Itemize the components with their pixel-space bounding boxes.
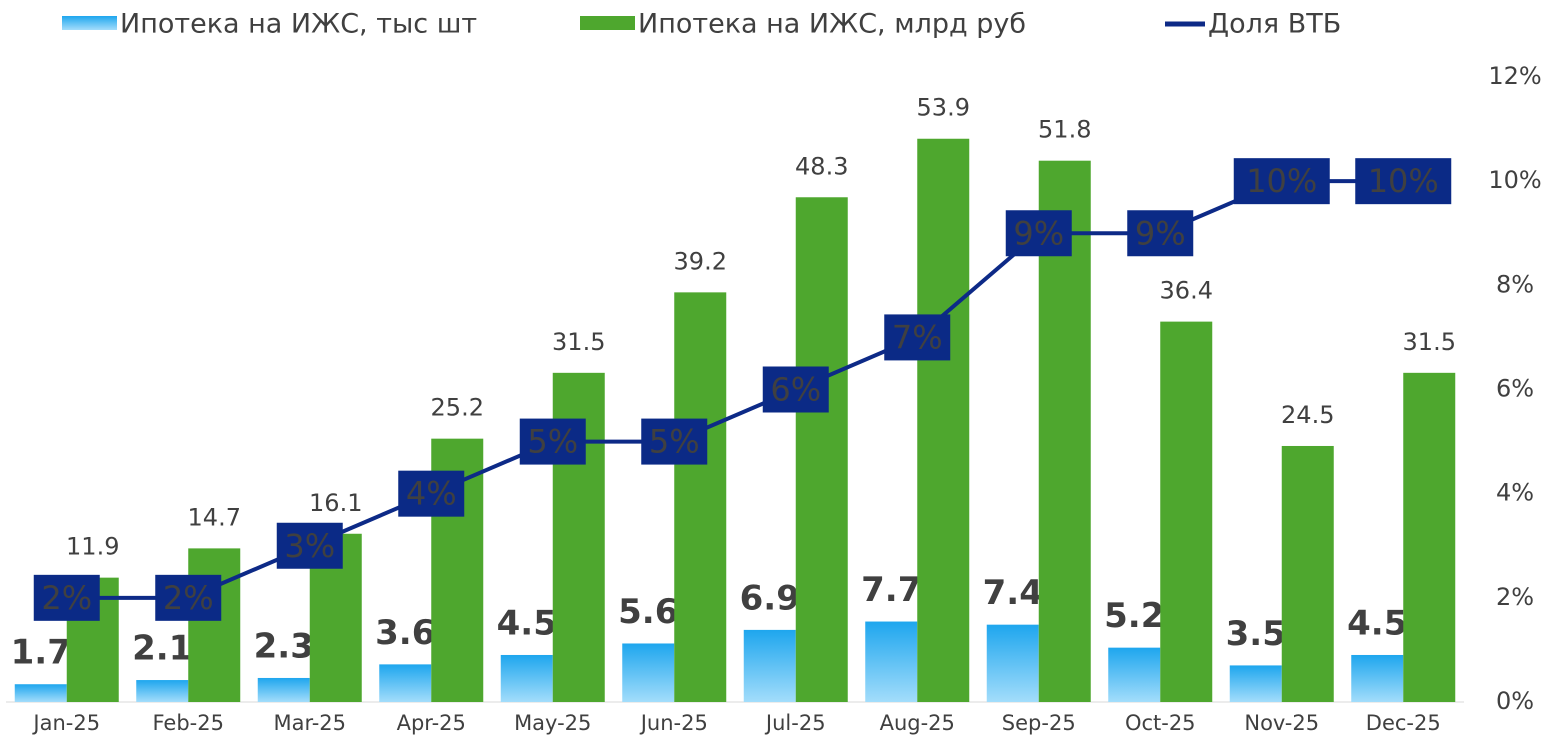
data-label-box xyxy=(276,522,343,569)
legend-label: Ипотека на ИЖС, тыс шт xyxy=(120,9,477,40)
data-label: 7.4 xyxy=(983,573,1043,613)
data-label-box xyxy=(519,418,586,465)
bar xyxy=(795,197,848,702)
data-label-box xyxy=(641,418,708,465)
x-tick-label: May-25 xyxy=(514,711,591,735)
data-label: 2% xyxy=(163,579,214,617)
x-tick-label: Feb-25 xyxy=(153,711,224,735)
data-label: 5% xyxy=(527,423,578,461)
y2-tick-label: 12% xyxy=(1488,62,1541,90)
y2-tick-label: 2% xyxy=(1496,583,1534,611)
data-label: 14.7 xyxy=(188,503,241,531)
x-tick-label: Oct-25 xyxy=(1125,711,1196,735)
data-label: 10% xyxy=(1246,162,1317,200)
data-label: 4.5 xyxy=(497,603,557,643)
bar xyxy=(743,629,796,702)
data-label-box xyxy=(762,366,829,413)
data-label: 31.5 xyxy=(552,328,605,356)
data-label: 11.9 xyxy=(66,533,119,561)
bar xyxy=(986,624,1039,702)
legend-label: Доля ВТБ xyxy=(1208,9,1341,40)
data-label-box xyxy=(1355,158,1452,205)
data-label: 31.5 xyxy=(1403,328,1456,356)
bar xyxy=(500,654,553,702)
y2-tick-label: 6% xyxy=(1496,375,1534,403)
data-label: 7.7 xyxy=(861,570,921,610)
y2-tick-label: 4% xyxy=(1496,479,1534,507)
data-label: 2.1 xyxy=(132,629,192,669)
bar xyxy=(188,548,241,702)
bar xyxy=(865,621,918,702)
data-label: 25.2 xyxy=(431,394,484,422)
bar xyxy=(1403,372,1456,702)
x-tick-label: Dec-25 xyxy=(1366,711,1441,735)
bar xyxy=(136,680,189,702)
bar xyxy=(622,643,675,702)
bar xyxy=(257,677,310,702)
data-label: 9% xyxy=(1135,214,1186,252)
data-label: 10% xyxy=(1368,162,1439,200)
data-label: 4.5 xyxy=(1347,603,1407,643)
x-tick-label: Nov-25 xyxy=(1244,711,1319,735)
data-label-box xyxy=(1005,210,1072,257)
data-label: 48.3 xyxy=(795,152,848,180)
data-label-box xyxy=(155,574,222,621)
x-tick-label: Jul-25 xyxy=(764,711,826,735)
data-label: 3.5 xyxy=(1226,614,1286,654)
x-tick-label: Jun-25 xyxy=(639,711,708,735)
data-label: 5.6 xyxy=(618,592,678,632)
data-label: 1.7 xyxy=(11,633,71,673)
data-label-box xyxy=(1127,210,1194,257)
x-tick-label: Aug-25 xyxy=(880,711,955,735)
data-label-box xyxy=(884,314,951,361)
data-label: 51.8 xyxy=(1038,116,1091,144)
data-label: 24.5 xyxy=(1281,401,1334,429)
data-label: 4% xyxy=(406,475,457,513)
data-label-box xyxy=(1233,158,1330,205)
y2-tick-label: 8% xyxy=(1496,270,1534,298)
x-tick-label: Apr-25 xyxy=(397,711,466,735)
data-label: 5% xyxy=(649,423,700,461)
data-label: 5.2 xyxy=(1104,596,1164,636)
legend-swatch xyxy=(62,16,117,30)
bar xyxy=(1108,647,1161,702)
y2-tick-label: 0% xyxy=(1496,687,1534,715)
data-label: 6% xyxy=(770,371,821,409)
data-label: 53.9 xyxy=(917,94,970,122)
data-label: 3.6 xyxy=(375,613,435,653)
data-label-box xyxy=(398,470,465,517)
data-label-box xyxy=(33,574,100,621)
x-tick-label: Sep-25 xyxy=(1002,711,1076,735)
data-label: 2.3 xyxy=(254,626,314,666)
legend-label: Ипотека на ИЖС, млрд руб xyxy=(638,9,1026,40)
data-label: 36.4 xyxy=(1160,277,1213,305)
bar xyxy=(1351,654,1404,702)
y2-tick-label: 10% xyxy=(1488,166,1541,194)
bar xyxy=(917,138,970,702)
x-tick-label: Jan-25 xyxy=(31,711,100,735)
data-label: 9% xyxy=(1013,214,1064,252)
data-label: 7% xyxy=(892,318,943,356)
bar xyxy=(674,292,727,702)
bar xyxy=(1160,321,1213,702)
data-label: 16.1 xyxy=(309,489,362,517)
data-label: 6.9 xyxy=(740,578,800,618)
data-label: 2% xyxy=(41,579,92,617)
bar xyxy=(14,684,67,702)
data-label: 3% xyxy=(284,527,335,565)
bar xyxy=(1281,445,1334,702)
bar xyxy=(1229,665,1282,702)
x-tick-label: Mar-25 xyxy=(273,711,346,735)
bar xyxy=(379,664,432,702)
data-label: 39.2 xyxy=(674,247,727,275)
legend-swatch xyxy=(580,16,635,30)
